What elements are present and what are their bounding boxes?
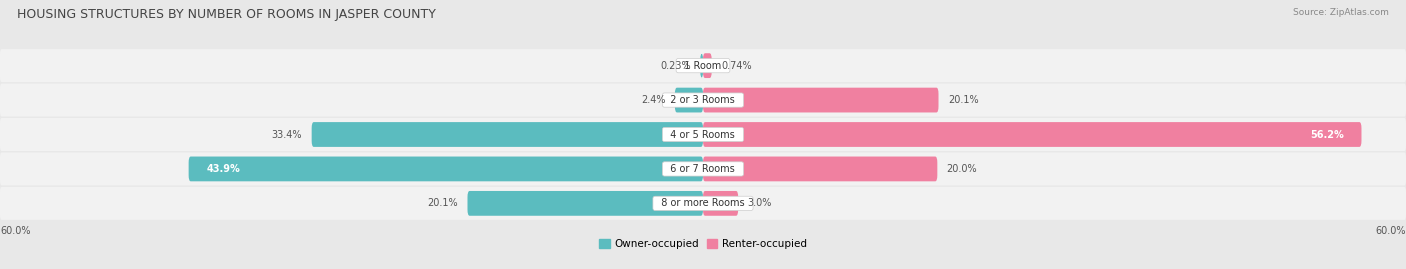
Text: 2 or 3 Rooms: 2 or 3 Rooms xyxy=(665,95,741,105)
FancyBboxPatch shape xyxy=(703,53,711,78)
Text: 0.74%: 0.74% xyxy=(721,61,752,71)
FancyBboxPatch shape xyxy=(0,49,1406,82)
Text: 0.23%: 0.23% xyxy=(661,61,690,71)
FancyBboxPatch shape xyxy=(675,88,703,112)
FancyBboxPatch shape xyxy=(0,118,1406,151)
FancyBboxPatch shape xyxy=(700,53,703,78)
FancyBboxPatch shape xyxy=(312,122,703,147)
Text: Source: ZipAtlas.com: Source: ZipAtlas.com xyxy=(1294,8,1389,17)
FancyBboxPatch shape xyxy=(703,122,1361,147)
FancyBboxPatch shape xyxy=(703,88,939,112)
Text: 56.2%: 56.2% xyxy=(1310,129,1344,140)
Text: 20.0%: 20.0% xyxy=(946,164,977,174)
FancyBboxPatch shape xyxy=(0,153,1406,185)
Text: HOUSING STRUCTURES BY NUMBER OF ROOMS IN JASPER COUNTY: HOUSING STRUCTURES BY NUMBER OF ROOMS IN… xyxy=(17,8,436,21)
Text: 2.4%: 2.4% xyxy=(641,95,665,105)
Text: 4 or 5 Rooms: 4 or 5 Rooms xyxy=(665,129,741,140)
FancyBboxPatch shape xyxy=(703,191,738,216)
FancyBboxPatch shape xyxy=(0,187,1406,220)
Text: 60.0%: 60.0% xyxy=(1375,226,1406,236)
FancyBboxPatch shape xyxy=(467,191,703,216)
FancyBboxPatch shape xyxy=(703,157,938,181)
Text: 20.1%: 20.1% xyxy=(948,95,979,105)
Text: 8 or more Rooms: 8 or more Rooms xyxy=(655,198,751,208)
FancyBboxPatch shape xyxy=(188,157,703,181)
Text: 33.4%: 33.4% xyxy=(271,129,302,140)
Text: 60.0%: 60.0% xyxy=(0,226,31,236)
FancyBboxPatch shape xyxy=(0,84,1406,116)
Text: 43.9%: 43.9% xyxy=(207,164,240,174)
Text: 20.1%: 20.1% xyxy=(427,198,458,208)
Text: 1 Room: 1 Room xyxy=(678,61,728,71)
Text: 3.0%: 3.0% xyxy=(748,198,772,208)
Legend: Owner-occupied, Renter-occupied: Owner-occupied, Renter-occupied xyxy=(595,235,811,253)
Text: 6 or 7 Rooms: 6 or 7 Rooms xyxy=(665,164,741,174)
